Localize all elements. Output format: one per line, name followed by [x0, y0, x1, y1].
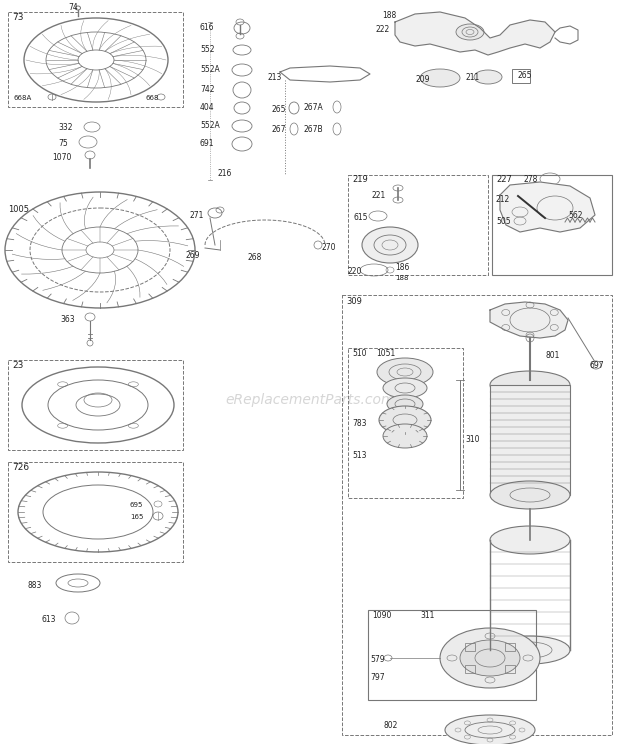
Ellipse shape: [387, 395, 423, 413]
Text: 165: 165: [130, 514, 143, 520]
Text: 212: 212: [496, 196, 510, 205]
Bar: [348, 348, 463, 498]
Polygon shape: [490, 302, 568, 338]
Text: 221: 221: [372, 190, 386, 199]
Text: 1090: 1090: [372, 612, 391, 620]
Text: 404: 404: [200, 103, 215, 112]
Text: 271: 271: [190, 211, 205, 219]
Bar: [368, 610, 536, 700]
Polygon shape: [500, 182, 595, 232]
Text: 691: 691: [200, 139, 215, 149]
Text: 74: 74: [68, 4, 78, 13]
Bar: [348, 175, 488, 275]
Text: 552: 552: [200, 45, 215, 54]
Ellipse shape: [383, 378, 427, 398]
Ellipse shape: [474, 70, 502, 84]
Text: 562: 562: [568, 211, 583, 219]
Text: 883: 883: [28, 580, 42, 589]
Ellipse shape: [420, 69, 460, 87]
Text: 697: 697: [590, 361, 604, 370]
Text: 552A: 552A: [200, 121, 219, 130]
Ellipse shape: [445, 715, 535, 744]
Ellipse shape: [383, 424, 427, 448]
Text: 213: 213: [268, 74, 282, 83]
Text: 267: 267: [272, 126, 286, 135]
Polygon shape: [395, 12, 555, 55]
Ellipse shape: [490, 481, 570, 509]
Text: 1070: 1070: [52, 153, 71, 162]
Text: 579: 579: [370, 655, 384, 664]
Ellipse shape: [379, 406, 431, 434]
Text: 222: 222: [376, 25, 390, 34]
Text: 1005: 1005: [8, 205, 29, 214]
Text: 510: 510: [352, 350, 366, 359]
Text: 188: 188: [382, 11, 396, 21]
Bar: [505, 665, 515, 673]
Text: 742: 742: [200, 86, 215, 94]
Ellipse shape: [456, 24, 484, 40]
Text: 186: 186: [395, 263, 409, 272]
Bar: [342, 295, 612, 735]
Text: 513: 513: [352, 451, 366, 460]
Text: 1051: 1051: [376, 350, 396, 359]
Text: 267B: 267B: [304, 126, 324, 135]
Text: 265: 265: [518, 71, 533, 80]
Text: 309: 309: [346, 297, 362, 306]
Text: 801: 801: [545, 350, 559, 359]
Ellipse shape: [490, 371, 570, 399]
Text: 615: 615: [354, 214, 368, 222]
Text: 802: 802: [384, 722, 399, 731]
Text: 363: 363: [60, 315, 74, 324]
Ellipse shape: [362, 227, 418, 263]
Text: 220: 220: [348, 268, 362, 277]
Ellipse shape: [440, 628, 540, 688]
Bar: [490, 385, 570, 495]
Bar: [8, 12, 183, 107]
Ellipse shape: [490, 526, 570, 554]
Bar: [505, 643, 515, 651]
Text: 211: 211: [465, 74, 479, 83]
Bar: [512, 69, 530, 83]
Ellipse shape: [490, 636, 570, 664]
Bar: [465, 665, 475, 673]
Text: 269: 269: [185, 251, 200, 260]
Text: 783: 783: [352, 420, 366, 429]
Text: 267A: 267A: [304, 103, 324, 112]
Bar: [8, 360, 183, 450]
Ellipse shape: [377, 358, 433, 386]
Text: 332: 332: [58, 124, 73, 132]
Text: 552A: 552A: [200, 65, 219, 74]
Text: 616: 616: [200, 24, 215, 33]
Bar: [465, 643, 475, 651]
Text: 270: 270: [322, 243, 337, 252]
Text: eReplacementParts.com: eReplacementParts.com: [225, 393, 395, 407]
Text: 613: 613: [42, 615, 56, 624]
Bar: [492, 175, 612, 275]
Text: 668: 668: [145, 95, 159, 101]
Ellipse shape: [460, 640, 520, 676]
Text: 268: 268: [248, 254, 262, 263]
Text: 188: 188: [395, 275, 409, 281]
Text: 726: 726: [12, 464, 29, 472]
Text: 695: 695: [130, 502, 143, 508]
Text: 278: 278: [524, 176, 538, 185]
Text: 73: 73: [12, 13, 24, 22]
Text: 797: 797: [370, 673, 384, 682]
Text: 265: 265: [272, 106, 286, 115]
Text: 209: 209: [415, 75, 430, 85]
Text: 227: 227: [496, 176, 512, 185]
Text: 216: 216: [218, 170, 232, 179]
Text: 219: 219: [352, 176, 368, 185]
Text: 668A: 668A: [14, 95, 32, 101]
Bar: [8, 462, 183, 562]
Text: 75: 75: [58, 138, 68, 147]
Text: 311: 311: [420, 612, 435, 620]
Text: 23: 23: [12, 362, 24, 371]
Text: 505: 505: [496, 217, 511, 226]
Text: 310: 310: [465, 435, 479, 444]
